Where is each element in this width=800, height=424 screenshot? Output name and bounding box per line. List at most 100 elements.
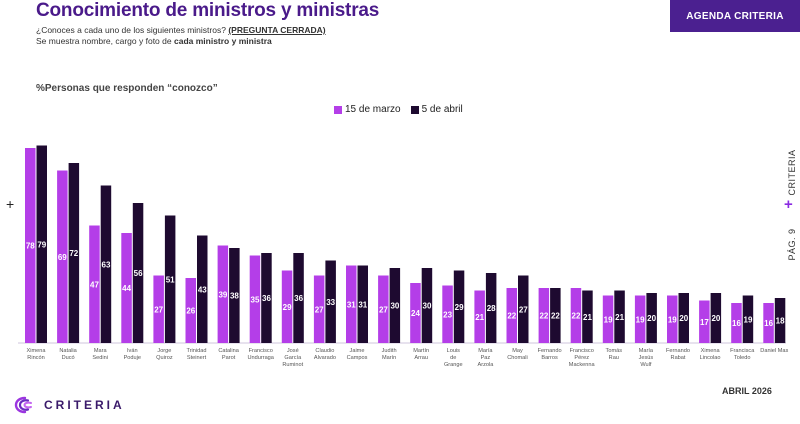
bar-abril-15 [518,275,529,343]
data-label-marzo-2: 47 [90,280,99,289]
category-label-1: Natalia Ducó [59,348,77,361]
bar-marzo-10 [346,265,357,343]
data-label-marzo-18: 19 [604,315,613,324]
data-label-marzo-3: 44 [122,284,131,293]
bar-marzo-17 [570,288,582,343]
data-label-marzo-12: 24 [411,309,420,318]
data-label-marzo-14: 21 [475,313,484,322]
bar-marzo-19 [634,295,646,343]
category-label-6: Catalina Parot [218,348,239,361]
bar-abril-20 [678,293,689,343]
bar-marzo-8 [281,270,293,343]
category-label-20: Fernando Rabat [666,348,690,361]
data-label-abril-23: 18 [776,317,785,326]
data-label-marzo-10: 31 [347,300,356,309]
bar-abril-6 [229,248,240,343]
data-label-marzo-22: 16 [732,319,741,328]
bar-marzo-20 [667,295,678,343]
category-label-13: Louis de Grange [444,348,463,368]
bar-marzo-7 [249,255,261,343]
category-label-12: Martín Arrau [413,348,429,361]
bar-marzo-5 [185,278,196,343]
bar-abril-12 [421,268,433,343]
bar-marzo-12 [410,283,421,343]
legend-item-series2: 5 de abril [410,104,463,115]
subtitle-bold: cada ministro y ministra [173,36,272,46]
bar-abril-1 [68,163,80,343]
bar-abril-4 [164,215,176,343]
question-line: ¿Conoces a cada uno de los siguientes mi… [36,25,326,35]
bar-marzo-2 [89,225,100,343]
bar-marzo-22 [731,303,742,343]
plus-icon: + [6,196,15,212]
bar-marzo-14 [474,290,485,343]
bar-abril-16 [550,288,561,343]
data-label-marzo-16: 22 [539,312,548,321]
data-label-marzo-11: 27 [379,305,388,314]
bar-abril-11 [389,268,401,343]
bar-marzo-4 [153,275,164,343]
category-label-8: José García Ruminot [282,348,303,368]
category-label-4: Jorge Quiroz [156,348,173,361]
bar-abril-19 [646,293,657,343]
category-label-2: Mara Sedini [92,348,108,361]
category-label-11: Judith Marín [382,348,397,361]
bar-abril-7 [261,253,272,343]
category-label-0: Ximena Rincón [27,348,47,361]
data-label-abril-2: 63 [102,260,111,269]
bar-abril-17 [582,290,593,343]
bar-abril-13 [453,270,465,343]
data-label-abril-15: 27 [519,305,528,314]
data-label-abril-16: 22 [551,312,560,321]
category-label-19: María Jesús Wulf [639,348,654,368]
category-label-18: Tomás Rau [606,348,623,361]
category-label-22: Francisca Toledo [730,348,755,361]
bar-marzo-23 [763,303,774,343]
data-label-abril-1: 72 [69,249,78,258]
bar-abril-0 [36,145,47,343]
legend-label-series1: 15 de marzo [345,104,401,115]
data-label-marzo-15: 22 [507,312,516,321]
category-label-7: Francisco Undurraga [247,348,274,361]
category-label-10: Jaime Campos [347,348,368,361]
data-label-abril-4: 51 [166,275,175,284]
data-label-marzo-0: 78 [26,242,35,251]
data-label-abril-8: 36 [294,294,303,303]
agenda-badge: AGENDA CRITERIA [670,0,800,32]
data-label-abril-3: 56 [134,269,143,278]
question-text: ¿Conoces a cada uno de los siguientes mi… [36,25,226,35]
bar-abril-5 [197,235,208,343]
bar-abril-18 [614,290,625,343]
data-label-marzo-23: 16 [764,319,773,328]
data-label-abril-18: 21 [615,313,624,322]
bar-marzo-6 [217,245,229,343]
category-label-3: Iván Poduje [124,348,141,361]
data-label-marzo-7: 35 [251,295,260,304]
side-plus-icon: + [784,196,793,213]
bar-marzo-18 [602,295,614,343]
category-label-14: María Paz Arzola [477,348,494,368]
metric-label: %Personas que responden “conozco” [36,83,218,94]
data-label-abril-13: 29 [455,303,464,312]
brand-wordmark: CRITERIA [44,398,125,412]
data-label-marzo-19: 19 [636,315,645,324]
data-label-marzo-9: 27 [315,305,324,314]
bar-abril-23 [774,298,786,343]
data-label-marzo-17: 22 [572,312,581,321]
data-label-abril-0: 79 [37,240,46,249]
bar-abril-8 [293,253,304,343]
bar-abril-3 [132,203,144,343]
bar-marzo-9 [313,275,325,343]
category-label-17: Francisco Pérez Mackenna [569,348,596,368]
data-label-abril-7: 36 [262,294,271,303]
data-label-marzo-20: 19 [668,315,677,324]
data-label-marzo-4: 27 [154,305,163,314]
bar-marzo-21 [699,300,710,343]
data-label-marzo-6: 39 [218,290,227,299]
data-label-abril-11: 30 [390,302,399,311]
legend-swatch-series2 [410,105,419,114]
category-label-5: Trinidad Steinert [186,348,206,361]
category-label-9: Claudio Alvarado [314,348,336,361]
data-label-marzo-5: 26 [186,307,195,316]
bar-marzo-13 [442,285,453,343]
